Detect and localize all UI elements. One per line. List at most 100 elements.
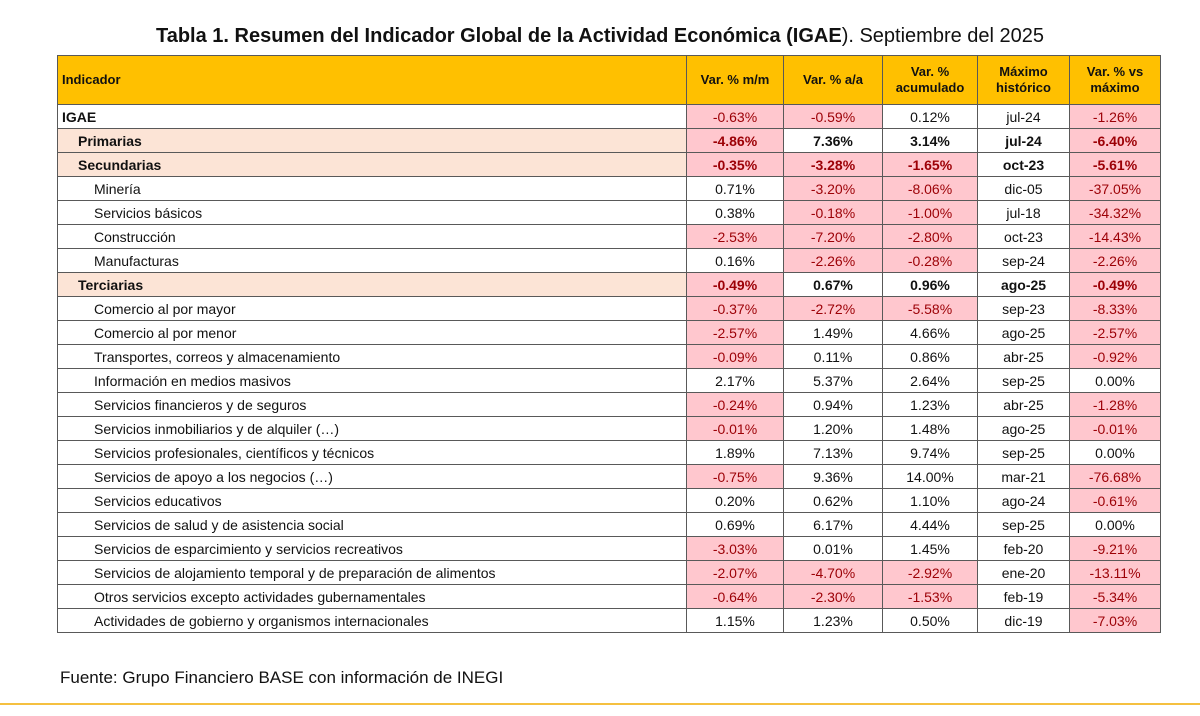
cell-var-vs-maximo: -34.32% [1069, 200, 1161, 225]
cell-var-acumulado: 2.64% [882, 368, 978, 393]
cell-var-aa: 1.20% [783, 416, 883, 441]
cell-var-vs-maximo: -1.28% [1069, 392, 1161, 417]
cell-var-vs-maximo: -6.40% [1069, 128, 1161, 153]
cell-var-vs-maximo: -13.11% [1069, 560, 1161, 585]
cell-var-acumulado: -0.28% [882, 248, 978, 273]
row-indicator-name: Servicios de esparcimiento y servicios r… [57, 536, 687, 561]
cell-var-mm: 0.20% [686, 488, 784, 513]
cell-var-acumulado: 0.86% [882, 344, 978, 369]
row-indicator-name: Transportes, correos y almacenamiento [57, 344, 687, 369]
cell-var-acumulado: 0.96% [882, 272, 978, 297]
cell-var-mm: -2.53% [686, 224, 784, 249]
row-indicator-name: Servicios básicos [57, 200, 687, 225]
table-row: Servicios de salud y de asistencia socia… [57, 512, 1161, 537]
table-title: Tabla 1. Resumen del Indicador Global de… [0, 22, 1200, 50]
cell-var-aa: -7.20% [783, 224, 883, 249]
table-row: Servicios de esparcimiento y servicios r… [57, 536, 1161, 561]
cell-var-acumulado: 1.23% [882, 392, 978, 417]
cell-var-mm: -0.37% [686, 296, 784, 321]
cell-var-mm: 1.89% [686, 440, 784, 465]
cell-var-mm: -0.35% [686, 152, 784, 177]
cell-var-aa: 7.13% [783, 440, 883, 465]
row-indicator-name: Actividades de gobierno y organismos int… [57, 608, 687, 633]
cell-var-mm: 0.71% [686, 176, 784, 201]
header-var-aa: Var. % a/a [783, 55, 883, 105]
header-var-vs-maximo: Var. % vs máximo [1069, 55, 1161, 105]
cell-var-acumulado: 0.50% [882, 608, 978, 633]
cell-var-acumulado: -1.53% [882, 584, 978, 609]
cell-var-acumulado: 3.14% [882, 128, 978, 153]
cell-var-mm: -0.49% [686, 272, 784, 297]
cell-var-vs-maximo: -8.33% [1069, 296, 1161, 321]
table-title-rest: ). Septiembre del 2025 [841, 25, 1045, 47]
table-row: Servicios de apoyo a los negocios (…) -0.… [57, 464, 1161, 489]
cell-var-aa: -2.30% [783, 584, 883, 609]
cell-var-vs-maximo: -37.05% [1069, 176, 1161, 201]
table-row: IGAE -0.63% -0.59% 0.12% jul-24 -1.26% [57, 104, 1161, 129]
row-indicator-name: Servicios de salud y de asistencia socia… [57, 512, 687, 537]
cell-var-aa: 0.67% [783, 272, 883, 297]
header-maximo-historico: Máximo histórico [977, 55, 1070, 105]
cell-var-acumulado: 1.45% [882, 536, 978, 561]
cell-var-aa: -2.72% [783, 296, 883, 321]
table-title-bold: Tabla 1. Resumen del Indicador Global de… [155, 25, 842, 47]
cell-maximo-historico: oct-23 [977, 224, 1070, 249]
cell-maximo-historico: ene-20 [977, 560, 1070, 585]
cell-var-aa: 1.23% [783, 608, 883, 633]
cell-var-acumulado: -5.58% [882, 296, 978, 321]
cell-var-vs-maximo: 0.00% [1069, 440, 1161, 465]
cell-maximo-historico: dic-19 [977, 608, 1070, 633]
row-indicator-name: Información en medios masivos [57, 368, 687, 393]
row-indicator-name: Primarias [57, 128, 687, 153]
cell-maximo-historico: abr-25 [977, 344, 1070, 369]
row-indicator-name: Servicios financieros y de seguros [57, 392, 687, 417]
cell-var-aa: 6.17% [783, 512, 883, 537]
row-indicator-name: Otros servicios excepto actividades gube… [57, 584, 687, 609]
cell-maximo-historico: jul-24 [977, 104, 1070, 129]
cell-maximo-historico: oct-23 [977, 152, 1070, 177]
table-row: Servicios financieros y de seguros -0.24%… [57, 392, 1161, 417]
header-var-mm: Var. % m/m [686, 55, 784, 105]
cell-maximo-historico: ago-25 [977, 416, 1070, 441]
table-row: Servicios educativos 0.20% 0.62% 1.10% ago-2… [57, 488, 1161, 513]
cell-maximo-historico: sep-23 [977, 296, 1070, 321]
table-row: Comercio al por mayor -0.37% -2.72% -5.58% s… [57, 296, 1161, 321]
cell-var-mm: 1.15% [686, 608, 784, 633]
row-indicator-name: Secundarias [57, 152, 687, 177]
cell-var-vs-maximo: -9.21% [1069, 536, 1161, 561]
cell-var-acumulado: 4.44% [882, 512, 978, 537]
cell-maximo-historico: sep-25 [977, 512, 1070, 537]
cell-var-aa: -3.28% [783, 152, 883, 177]
igae-summary-table: Indicador Var. % m/m Var. % a/a Var. % a… [57, 55, 1161, 633]
table-row: Transportes, correos y almacenamiento -0.… [57, 344, 1161, 369]
cell-var-mm: -4.86% [686, 128, 784, 153]
cell-var-mm: -2.57% [686, 320, 784, 345]
row-indicator-name: Comercio al por menor [57, 320, 687, 345]
cell-var-mm: 0.16% [686, 248, 784, 273]
source-note: Fuente: Grupo Financiero BASE con inform… [60, 668, 504, 687]
cell-var-vs-maximo: 0.00% [1069, 368, 1161, 393]
cell-maximo-historico: sep-24 [977, 248, 1070, 273]
cell-var-aa: 7.36% [783, 128, 883, 153]
cell-maximo-historico: jul-24 [977, 128, 1070, 153]
cell-var-acumulado: 9.74% [882, 440, 978, 465]
cell-var-acumulado: 14.00% [882, 464, 978, 489]
cell-maximo-historico: ago-24 [977, 488, 1070, 513]
table-row: Servicios básicos 0.38% -0.18% -1.00% jul-18… [57, 200, 1161, 225]
cell-var-aa: -2.26% [783, 248, 883, 273]
table-row: Terciarias -0.49% 0.67% 0.96% ago-25 -0.49% [57, 272, 1161, 297]
table-row: Servicios profesionales, científicos y t… [57, 440, 1161, 465]
cell-var-vs-maximo: -14.43% [1069, 224, 1161, 249]
cell-maximo-historico: abr-25 [977, 392, 1070, 417]
cell-var-acumulado: -1.00% [882, 200, 978, 225]
table-row: Servicios de alojamiento temporal y de p… [57, 560, 1161, 585]
row-indicator-name: Servicios educativos [57, 488, 687, 513]
cell-var-vs-maximo: -2.57% [1069, 320, 1161, 345]
cell-var-aa: -4.70% [783, 560, 883, 585]
cell-var-vs-maximo: -0.49% [1069, 272, 1161, 297]
cell-var-vs-maximo: -7.03% [1069, 608, 1161, 633]
table-row: Minería 0.71% -3.20% -8.06% dic-05 -37.05% [57, 176, 1161, 201]
table-row: Actividades de gobierno y organismos int… [57, 608, 1161, 633]
row-indicator-name: Construcción [57, 224, 687, 249]
footer-divider [0, 703, 1200, 705]
